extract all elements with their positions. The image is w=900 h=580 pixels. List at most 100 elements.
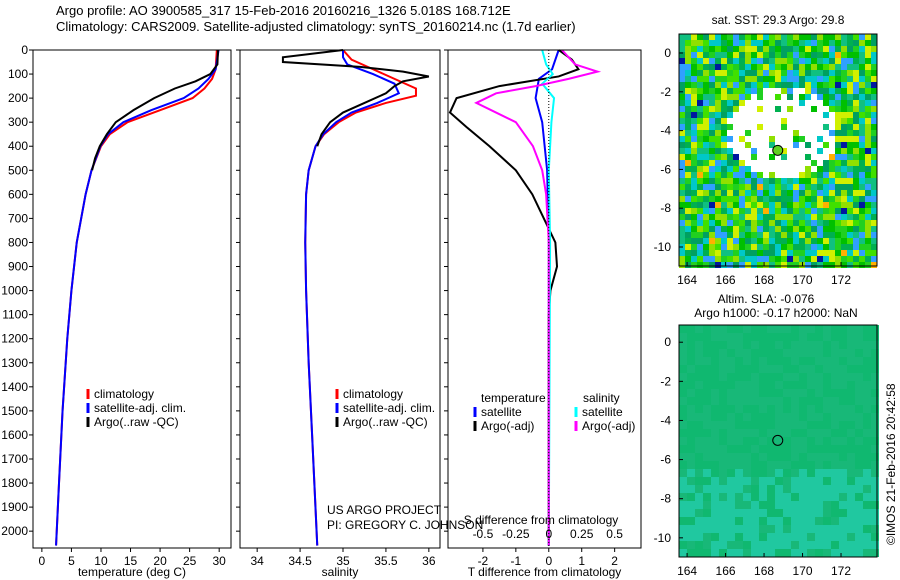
map-cell	[703, 220, 709, 226]
map-cell	[805, 154, 811, 160]
map-cell	[757, 124, 763, 130]
map-cell	[793, 256, 799, 262]
map-cell	[697, 148, 703, 154]
map-cell	[739, 196, 745, 202]
map-cell	[743, 357, 751, 365]
map-cell	[823, 250, 829, 256]
map-cell	[783, 493, 791, 501]
map-cell	[871, 477, 879, 485]
map-cell	[757, 70, 763, 76]
map-cell	[745, 208, 751, 214]
map-cell	[721, 172, 727, 178]
map-cell	[769, 244, 775, 250]
map-cell	[855, 373, 863, 381]
map-cell	[855, 357, 863, 365]
plot-frame	[239, 49, 441, 549]
map-cell	[767, 453, 775, 461]
map-cell	[863, 549, 871, 557]
map-cell	[775, 477, 783, 485]
map-cell	[807, 357, 815, 365]
map-cell	[767, 445, 775, 453]
map-cell	[791, 373, 799, 381]
map-cell	[709, 46, 715, 52]
map-cell	[787, 76, 793, 82]
map-cell	[727, 214, 733, 220]
map-cell	[793, 244, 799, 250]
map-cell	[721, 40, 727, 46]
map-cell	[805, 220, 811, 226]
map-cell	[839, 461, 847, 469]
map-cell	[697, 214, 703, 220]
map-cell	[703, 501, 711, 509]
map-cell	[787, 106, 793, 112]
map-cell	[685, 232, 691, 238]
map-cell	[835, 250, 841, 256]
map-cell	[685, 154, 691, 160]
map-cell	[841, 142, 847, 148]
map-cell	[685, 34, 691, 40]
map-cell	[831, 533, 839, 541]
map-cell	[775, 184, 781, 190]
map-cell	[679, 184, 685, 190]
map-cell	[811, 172, 817, 178]
map-cell	[871, 429, 879, 437]
map-cell	[691, 250, 697, 256]
map-cell	[739, 58, 745, 64]
map-cell	[679, 214, 685, 220]
map-cell	[865, 166, 871, 172]
map-cell	[829, 196, 835, 202]
map-cell	[759, 389, 767, 397]
map-cell	[685, 172, 691, 178]
map-cell	[781, 88, 787, 94]
map-cell	[865, 124, 871, 130]
map-cell	[823, 389, 831, 397]
map-cell	[853, 76, 859, 82]
map-cell	[847, 389, 855, 397]
map-cell	[719, 389, 727, 397]
map-cell	[865, 208, 871, 214]
map-cell	[757, 58, 763, 64]
y-tick-label: 600	[8, 187, 28, 201]
map-cell	[719, 333, 727, 341]
map-cell	[831, 397, 839, 405]
map-cell	[697, 100, 703, 106]
map-cell	[759, 517, 767, 525]
map-cell	[679, 349, 687, 357]
map-cell	[767, 501, 775, 509]
y-tick-label: 1500	[1, 404, 28, 418]
x-axis-label: salinity	[322, 565, 359, 579]
map-cell	[859, 172, 865, 178]
map-cell	[739, 244, 745, 250]
map-cell	[871, 325, 879, 333]
map-cell	[823, 453, 831, 461]
map-cell	[763, 82, 769, 88]
map-cell	[791, 365, 799, 373]
map-cell	[823, 232, 829, 238]
map-cell	[791, 421, 799, 429]
map-cell	[739, 136, 745, 142]
map-cell	[807, 517, 815, 525]
legend-label: satellite	[582, 405, 623, 419]
map-cell	[679, 325, 687, 333]
map-cell	[679, 94, 685, 100]
map-cell	[787, 256, 793, 262]
map-cell	[839, 397, 847, 405]
map-cell	[841, 220, 847, 226]
map-cell	[711, 461, 719, 469]
map-cell	[709, 94, 715, 100]
map-cell	[871, 469, 879, 477]
map-cell	[727, 357, 735, 365]
map-cell	[715, 124, 721, 130]
map-cell	[855, 501, 863, 509]
map-cell	[863, 341, 871, 349]
map-cell	[679, 533, 687, 541]
map-cell	[685, 196, 691, 202]
map-cell	[695, 517, 703, 525]
map-cell	[859, 46, 865, 52]
map-cell	[751, 397, 759, 405]
map-cell	[745, 64, 751, 70]
map-cell	[711, 549, 719, 557]
map-cell	[839, 485, 847, 493]
map-cell	[847, 262, 853, 268]
map-cell	[711, 349, 719, 357]
